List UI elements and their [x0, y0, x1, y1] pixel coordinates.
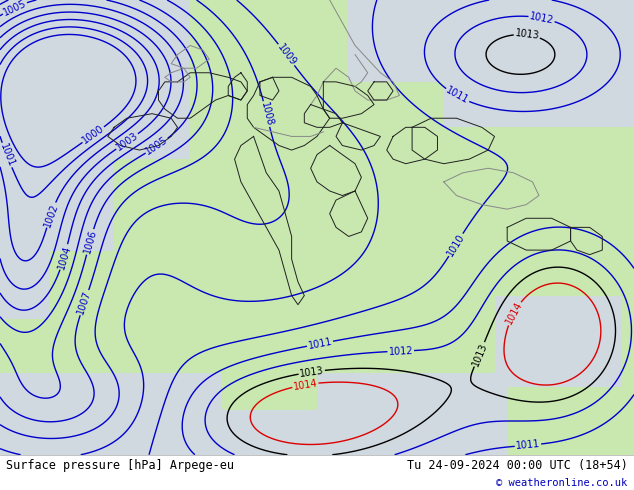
- Text: 1013: 1013: [470, 341, 489, 368]
- Text: 1004: 1004: [56, 244, 72, 270]
- Text: 1002: 1002: [42, 202, 60, 228]
- Text: Tu 24-09-2024 00:00 UTC (18+54): Tu 24-09-2024 00:00 UTC (18+54): [407, 459, 628, 472]
- Text: 1014: 1014: [292, 378, 318, 392]
- Text: 1014: 1014: [503, 300, 524, 326]
- Text: 1009: 1009: [275, 42, 298, 68]
- Text: 1012: 1012: [529, 11, 555, 25]
- Text: 1005: 1005: [144, 135, 170, 157]
- Text: © weatheronline.co.uk: © weatheronline.co.uk: [496, 478, 628, 488]
- Text: Surface pressure [hPa] Arpege-eu: Surface pressure [hPa] Arpege-eu: [6, 459, 235, 472]
- Text: 1011: 1011: [515, 439, 541, 451]
- Text: 1013: 1013: [299, 366, 325, 379]
- Text: 1003: 1003: [114, 130, 140, 152]
- Text: 1011: 1011: [307, 337, 333, 351]
- Text: 1001: 1001: [0, 142, 16, 169]
- Text: 1011: 1011: [444, 85, 470, 106]
- Text: 1006: 1006: [82, 229, 98, 255]
- Text: 1005: 1005: [1, 0, 28, 17]
- Text: 1013: 1013: [514, 28, 540, 41]
- Text: 1012: 1012: [388, 345, 413, 357]
- Text: 1000: 1000: [81, 123, 106, 146]
- Text: 1007: 1007: [75, 290, 93, 316]
- Text: 1010: 1010: [445, 232, 467, 258]
- Text: 1008: 1008: [259, 101, 275, 127]
